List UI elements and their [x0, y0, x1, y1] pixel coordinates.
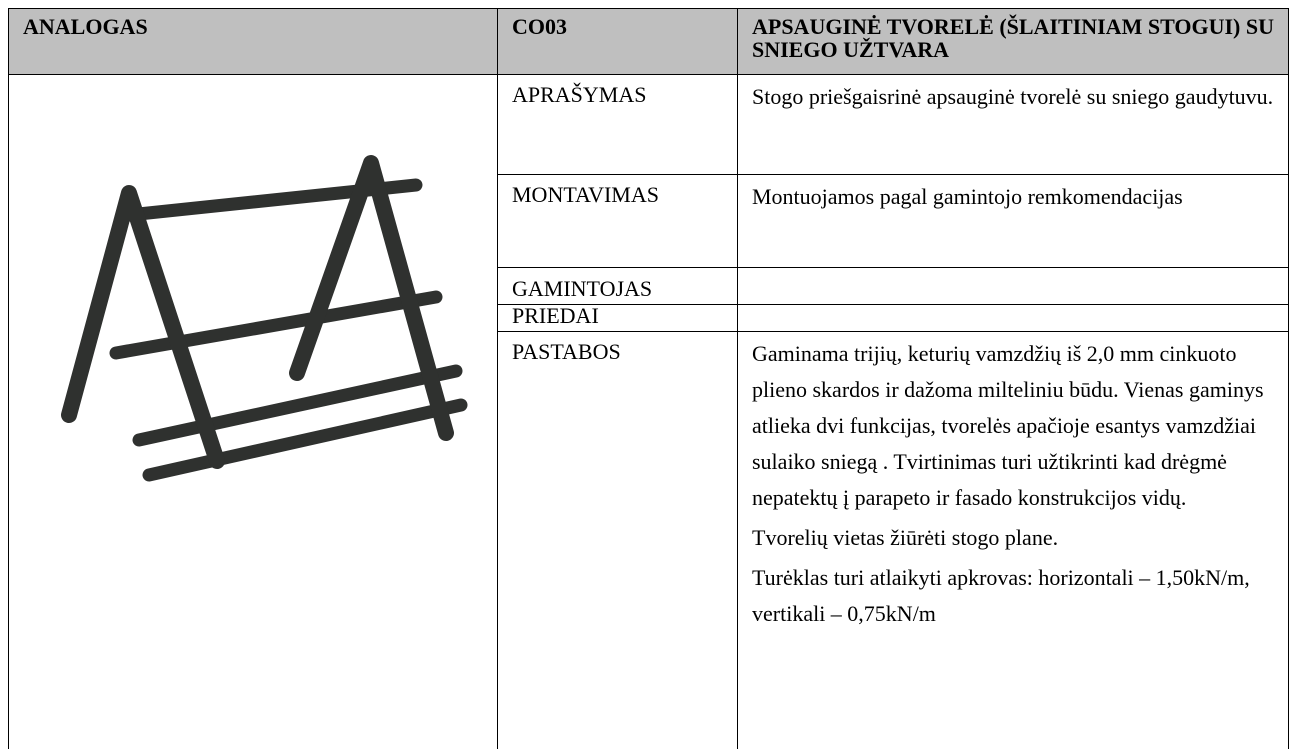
fence-image	[61, 155, 468, 482]
paragraph: Gaminama trijių, keturių vamzdžių iš 2,0…	[752, 341, 1264, 510]
row-text: Montuojamos pagal gamintojo remkomendaci…	[737, 174, 1289, 268]
row-label: APRAŠYMAS	[497, 74, 738, 175]
row-text: Gaminama trijių, keturių vamzdžių iš 2,0…	[737, 331, 1289, 749]
header-cell: APSAUGINĖ TVORELĖ (ŠLAITINIAM STOGUI) SU…	[737, 8, 1289, 75]
paragraph: Stogo priešgaisrinė apsauginė tvorelė su…	[752, 84, 1274, 109]
row: MONTAVIMAS Montuojamos pagal gamintojo r…	[9, 174, 1289, 268]
row-label: MONTAVIMAS	[497, 174, 738, 268]
row-label: PRIEDAI	[497, 304, 738, 332]
row-label: GAMINTOJAS	[497, 267, 738, 305]
spec-table: ANALOGAS CO03 APSAUGINĖ TVORELĖ (ŠLAITIN…	[8, 8, 1289, 749]
row-label: PASTABOS	[497, 331, 738, 749]
row-text	[737, 304, 1289, 332]
paragraph: Montuojamos pagal gamintojo remkomendaci…	[752, 184, 1183, 209]
row-text	[737, 267, 1289, 305]
paragraph: Turėklas turi atlaikyti apkrovas: horizo…	[752, 565, 1250, 626]
row-text: Stogo priešgaisrinė apsauginė tvorelė su…	[737, 74, 1289, 175]
image-cell	[8, 74, 498, 749]
row: GAMINTOJAS	[9, 267, 1289, 305]
paragraph: Tvorelių vietas žiūrėti stogo plane.	[752, 525, 1059, 550]
row: PASTABOS Gaminama trijių, keturių vamzdž…	[9, 331, 1289, 749]
header-row: ANALOGAS CO03 APSAUGINĖ TVORELĖ (ŠLAITIN…	[8, 8, 1289, 75]
header-cell: CO03	[497, 8, 738, 75]
row: PRIEDAI	[9, 304, 1289, 332]
header-cell: ANALOGAS	[8, 8, 498, 75]
row: APRAŠYMAS Stogo priešgaisrinė apsauginė …	[8, 74, 1289, 749]
